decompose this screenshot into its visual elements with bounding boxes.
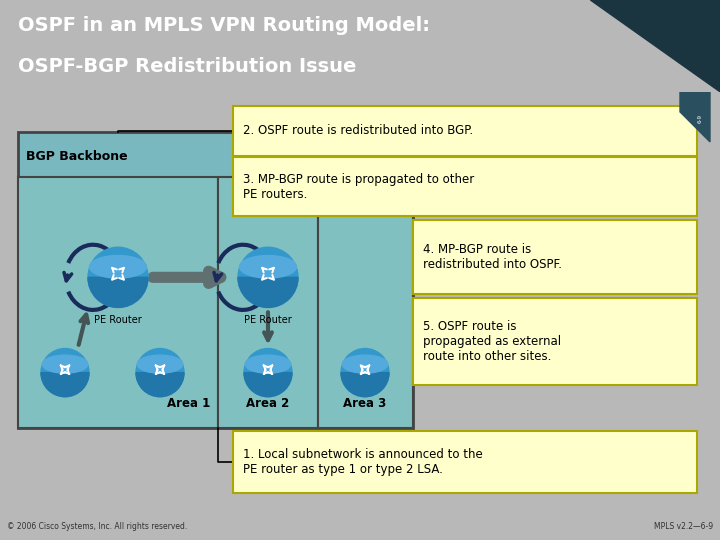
FancyBboxPatch shape xyxy=(233,431,697,493)
Text: 5. OSPF route is
propagated as external
route into other sites.: 5. OSPF route is propagated as external … xyxy=(423,320,561,363)
FancyBboxPatch shape xyxy=(218,177,318,428)
Wedge shape xyxy=(238,278,298,307)
Circle shape xyxy=(238,247,298,307)
Circle shape xyxy=(136,348,184,397)
FancyBboxPatch shape xyxy=(318,177,413,428)
FancyBboxPatch shape xyxy=(18,132,413,428)
Text: Area 2: Area 2 xyxy=(246,397,289,410)
Text: PE Router: PE Router xyxy=(244,315,292,326)
Text: Area 1: Area 1 xyxy=(167,397,210,410)
Circle shape xyxy=(244,348,292,397)
Ellipse shape xyxy=(342,355,388,373)
FancyBboxPatch shape xyxy=(413,299,697,384)
Text: BGP Backbone: BGP Backbone xyxy=(26,150,127,163)
Ellipse shape xyxy=(89,255,146,278)
Text: 2. OSPF route is redistributed into BGP.: 2. OSPF route is redistributed into BGP. xyxy=(243,124,473,137)
Wedge shape xyxy=(41,373,89,397)
Text: OSPF-BGP Redistribution Issue: OSPF-BGP Redistribution Issue xyxy=(18,57,356,76)
Circle shape xyxy=(41,348,89,397)
Text: MPLS v2.2—6-9: MPLS v2.2—6-9 xyxy=(654,522,713,531)
FancyBboxPatch shape xyxy=(233,106,697,156)
FancyBboxPatch shape xyxy=(18,177,218,428)
Ellipse shape xyxy=(138,355,183,373)
Polygon shape xyxy=(680,92,710,142)
Polygon shape xyxy=(590,0,720,92)
Ellipse shape xyxy=(246,355,291,373)
Circle shape xyxy=(341,348,389,397)
Circle shape xyxy=(88,247,148,307)
Text: 3. MP-BGP route is propagated to other
PE routers.: 3. MP-BGP route is propagated to other P… xyxy=(243,173,474,200)
Wedge shape xyxy=(341,373,389,397)
Text: © 2006 Cisco Systems, Inc. All rights reserved.: © 2006 Cisco Systems, Inc. All rights re… xyxy=(7,522,187,531)
Wedge shape xyxy=(88,278,148,307)
Text: OSPF in an MPLS VPN Routing Model:: OSPF in an MPLS VPN Routing Model: xyxy=(18,16,430,35)
Wedge shape xyxy=(136,373,184,397)
Ellipse shape xyxy=(42,355,88,373)
Ellipse shape xyxy=(240,255,297,278)
FancyBboxPatch shape xyxy=(233,157,697,216)
Text: Area 3: Area 3 xyxy=(343,397,387,410)
Text: 6-9: 6-9 xyxy=(698,114,703,123)
Text: PE Router: PE Router xyxy=(94,315,142,326)
FancyBboxPatch shape xyxy=(413,220,697,294)
Wedge shape xyxy=(244,373,292,397)
Text: 1. Local subnetwork is announced to the
PE router as type 1 or type 2 LSA.: 1. Local subnetwork is announced to the … xyxy=(243,448,482,476)
Text: 4. MP-BGP route is
redistributed into OSPF.: 4. MP-BGP route is redistributed into OS… xyxy=(423,244,562,271)
